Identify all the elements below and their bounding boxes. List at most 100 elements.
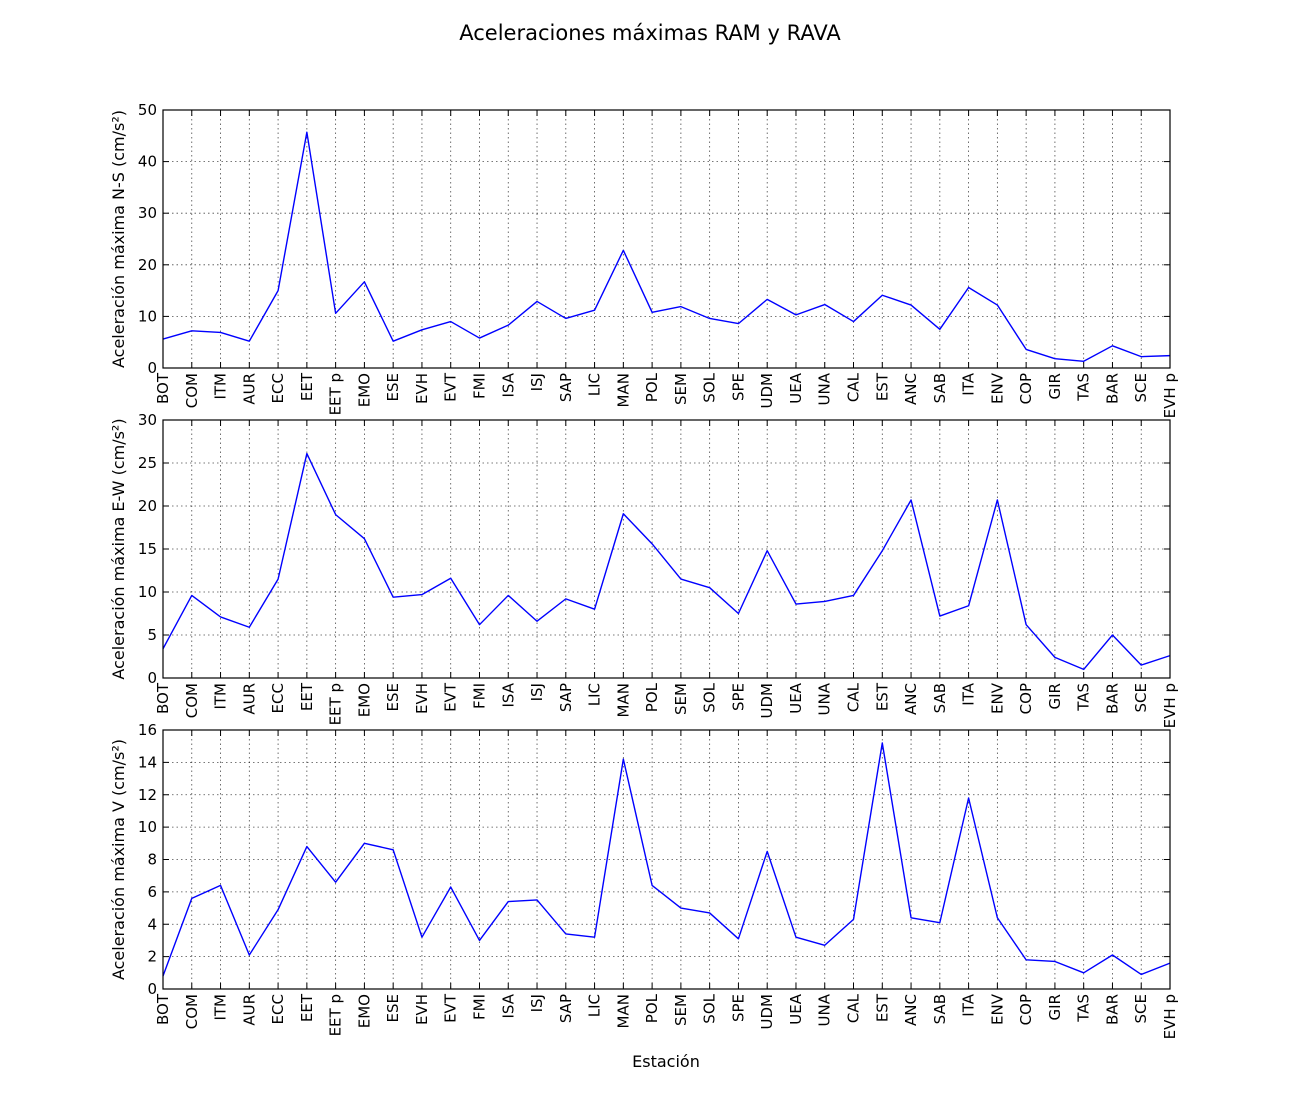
x-tick-label-EVH-p: EVH p [1161, 683, 1179, 728]
x-tick-label-TAS: TAS [1075, 994, 1093, 1023]
x-tick-label-POL: POL [643, 372, 661, 402]
x-tick-label-ISJ: ISJ [528, 683, 546, 701]
figure-title: Aceleraciones máximas RAM y RAVA [459, 21, 841, 45]
x-tick-label-EET-p: EET p [327, 373, 345, 415]
x-tick-label-SAP: SAP [557, 373, 575, 402]
y-tick-label: 20 [138, 497, 157, 515]
x-tick-label-SAB: SAB [931, 683, 949, 713]
y-axis-label: Aceleración máxima E-W (cm/s²) [109, 418, 128, 679]
x-tick-label-BAR: BAR [1103, 373, 1121, 404]
y-tick-label: 10 [138, 307, 157, 325]
x-tick-label-ENV: ENV [988, 993, 1006, 1025]
subplot-2: 0 5 10 15 20 25 30 BOT COM ITM AUR ECC EET EET p EMO ES… [109, 411, 1179, 728]
y-tick-label: 8 [147, 851, 157, 869]
x-tick-label-EMO: EMO [355, 373, 373, 407]
x-tick-label-UNA: UNA [816, 682, 834, 715]
x-tick-label-ITM: ITM [212, 683, 230, 710]
x-tick-label-UDM: UDM [758, 373, 776, 408]
x-tick-label-UDM: UDM [758, 994, 776, 1029]
y-tick-label: 12 [138, 786, 157, 804]
subplot-3: 0 2 4 6 8 10 12 14 16 BOT COM ITM AUR ECC EET EET p EMO E… [109, 721, 1179, 1039]
y-tick-label: 30 [138, 411, 157, 429]
subplot-1: 0 10 20 30 40 50 BOT COM ITM AUR ECC EET EET p EMO ESE… [109, 101, 1179, 418]
x-tick-label-EET: EET [298, 682, 316, 711]
x-tick-label-GIR: GIR [1046, 683, 1064, 709]
series-line [162, 131, 1171, 362]
x-tick-label-ITA: ITA [960, 993, 978, 1016]
y-tick-label: 16 [138, 721, 157, 739]
x-tick-label-ITM: ITM [212, 994, 230, 1021]
y-tick-label: 4 [147, 915, 157, 933]
x-tick-label-AUR: AUR [240, 994, 258, 1026]
x-tick-label-ESE: ESE [384, 994, 402, 1022]
y-tick-label: 14 [138, 753, 157, 771]
x-tick-label-ENV: ENV [988, 372, 1006, 404]
x-tick-label-SAP: SAP [557, 994, 575, 1023]
x-tick-label-TAS: TAS [1075, 373, 1093, 402]
x-tick-label-EVH: EVH [413, 994, 431, 1025]
x-tick-label-ECC: ECC [269, 373, 287, 403]
x-tick-label-UNA: UNA [816, 372, 834, 405]
x-tick-label-SCE: SCE [1132, 683, 1150, 712]
x-tick-label-ANC: ANC [902, 373, 920, 405]
x-tick-label-ITA: ITA [960, 372, 978, 395]
x-tick-label-EST: EST [873, 682, 891, 711]
x-tick-label-ENV: ENV [988, 682, 1006, 714]
y-tick-label: 2 [147, 948, 157, 966]
x-tick-label-SOL: SOL [701, 682, 719, 712]
y-tick-label: 0 [147, 669, 157, 687]
x-tick-label-COP: COP [1017, 994, 1035, 1025]
x-tick-label-EET: EET [298, 993, 316, 1022]
x-tick-label-ISJ: ISJ [528, 994, 546, 1012]
x-tick-label-SPE: SPE [729, 994, 747, 1022]
x-tick-label-COP: COP [1017, 683, 1035, 714]
x-tick-label-POL: POL [643, 682, 661, 712]
x-tick-label-POL: POL [643, 993, 661, 1023]
x-tick-label-AUR: AUR [240, 373, 258, 405]
y-tick-label: 10 [138, 583, 157, 601]
x-tick-label-FMI: FMI [470, 683, 488, 709]
x-tick-label-BAR: BAR [1103, 683, 1121, 714]
x-tick-label-EVT: EVT [442, 372, 460, 402]
plot-frame [162, 109, 1171, 369]
x-tick-label-COM: COM [183, 683, 201, 718]
x-tick-label-ECC: ECC [269, 683, 287, 713]
x-tick-label-CAL: CAL [845, 682, 863, 712]
x-tick-label-MAN: MAN [614, 683, 632, 717]
x-tick-label-EVH-p: EVH p [1161, 373, 1179, 418]
y-tick-label: 30 [138, 204, 157, 222]
y-tick-label: 0 [147, 980, 157, 998]
x-tick-label-EVT: EVT [442, 682, 460, 712]
x-tick-label-ISA: ISA [499, 682, 517, 707]
x-tick-label-ANC: ANC [902, 994, 920, 1026]
y-tick-label: 6 [147, 883, 157, 901]
x-tick-label-SCE: SCE [1132, 994, 1150, 1023]
x-tick-label-EMO: EMO [355, 683, 373, 717]
x-axis-label: Estación [632, 1052, 700, 1071]
x-tick-label-AUR: AUR [240, 683, 258, 715]
x-tick-label-BOT: BOT [154, 682, 172, 714]
x-tick-label-GIR: GIR [1046, 994, 1064, 1020]
y-tick-label: 15 [138, 540, 157, 558]
x-tick-label-EVH: EVH [413, 683, 431, 714]
x-tick-label-UEA: UEA [787, 993, 805, 1024]
x-tick-label-BOT: BOT [154, 372, 172, 404]
y-tick-label: 25 [138, 454, 157, 472]
x-tick-label-CAL: CAL [845, 993, 863, 1023]
x-tick-label-EET-p: EET p [327, 994, 345, 1036]
y-axis-label: Aceleración máxima V (cm/s²) [109, 739, 128, 980]
x-tick-label-LIC: LIC [586, 373, 604, 396]
x-tick-label-EVH: EVH [413, 373, 431, 404]
y-tick-label: 50 [138, 101, 157, 119]
x-tick-label-UDM: UDM [758, 683, 776, 718]
series-line [162, 452, 1171, 671]
x-tick-label-SOL: SOL [701, 993, 719, 1023]
x-tick-label-SEM: SEM [672, 994, 690, 1026]
x-tick-label-LIC: LIC [586, 994, 604, 1017]
x-tick-label-ITA: ITA [960, 682, 978, 705]
x-tick-label-MAN: MAN [614, 994, 632, 1028]
x-tick-label-ISA: ISA [499, 372, 517, 397]
x-tick-label-ISJ: ISJ [528, 373, 546, 391]
